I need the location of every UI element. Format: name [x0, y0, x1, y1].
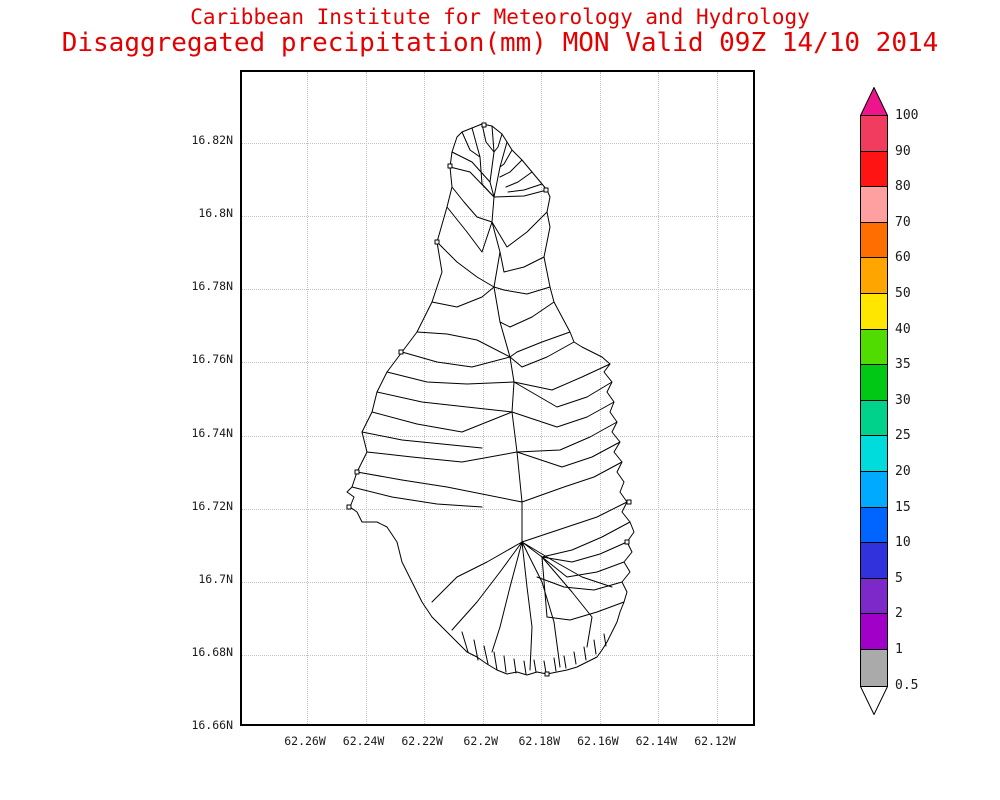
colorbar-tick-label: 2: [895, 606, 903, 622]
x-axis-tick-label: 62.12W: [694, 734, 736, 748]
colorbar-segment: [861, 258, 887, 294]
y-axis-tick-label: 16.72N: [191, 498, 233, 513]
vertical-gridline: [658, 72, 660, 724]
x-axis-tick-label: 62.14W: [635, 734, 678, 748]
title-line-2: Disaggregated precipitation(mm) MON Vali…: [61, 28, 939, 58]
x-axis-tick-label: 62.16W: [577, 734, 619, 748]
horizontal-gridline: [242, 654, 753, 656]
colorbar-tick-label: 10: [895, 535, 911, 551]
colorbar-tick-label: 70: [895, 214, 911, 230]
colorbar-segment: [861, 543, 887, 579]
vertical-gridline: [365, 72, 367, 724]
colorbar-segment: [861, 329, 887, 366]
colorbar-arrow-down: [860, 686, 888, 715]
colorbar-tick-label: 25: [895, 428, 911, 444]
colorbar-tick-label: 100: [895, 108, 919, 123]
montserrat-watershed-map: [346, 122, 635, 677]
watershed-west-lines: [351, 206, 523, 508]
colorbar-tick-label: 5: [895, 570, 903, 586]
y-axis-tick-label: 16.66N: [191, 718, 233, 733]
horizontal-gridline: [242, 581, 753, 583]
y-axis-tick-label: 16.78N: [191, 279, 233, 294]
vertical-gridline: [482, 72, 484, 724]
y-axis-tick-label: 16.76N: [191, 352, 233, 367]
colorbar-tick-label: 0.5: [895, 677, 919, 693]
y-axis-tick-label: 16.68N: [191, 644, 233, 659]
x-axis-tick-label: 62.2W: [463, 734, 499, 748]
vertical-gridline: [599, 72, 601, 724]
y-axis-tick-label: 16.8N: [198, 206, 233, 221]
horizontal-gridline: [242, 289, 753, 291]
colorbar-tick-label: 80: [895, 179, 911, 195]
map-plot-area: [240, 70, 755, 726]
colorbar-tick-label: 1: [895, 642, 903, 657]
colorbar-segment: [861, 614, 887, 650]
x-axis-tick-label: 62.22W: [401, 734, 443, 748]
colorbar-tick-label: 50: [895, 286, 911, 301]
horizontal-gridline: [242, 435, 753, 437]
colorbar-tick-label: 35: [895, 357, 911, 373]
colorbar-segment: [861, 649, 887, 686]
colorbar-segment: [861, 187, 887, 223]
colorbar-segment: [861, 578, 887, 615]
coastal-fringe-lines: [461, 631, 607, 675]
colorbar-segment: [861, 365, 887, 401]
colorbar-segment: [861, 471, 887, 508]
x-axis-tick-label: 62.18W: [518, 734, 561, 748]
colorbar-tick-label: 20: [895, 464, 911, 479]
colorbar-segment: [861, 116, 887, 152]
colorbar-arrow-up: [860, 87, 888, 116]
horizontal-gridline: [242, 362, 753, 364]
y-axis-tick-label: 16.74N: [191, 425, 233, 440]
colorbar-segment: [861, 400, 887, 437]
y-axis-tick-label: 16.82N: [191, 133, 233, 147]
watershed-north-lines: [449, 123, 575, 368]
horizontal-gridline: [242, 508, 753, 510]
colorbar-tick-label: 60: [895, 250, 911, 266]
horizontal-gridline: [242, 143, 753, 144]
watershed-east-lines: [511, 363, 631, 621]
y-axis-tick-label: 16.7N: [198, 571, 233, 586]
vertical-gridline: [424, 72, 426, 724]
island-outline: [346, 123, 635, 676]
colorbar: [860, 115, 888, 687]
title-line-1: Caribbean Institute for Meteorology and …: [190, 5, 810, 29]
watershed-ridge-line: [489, 125, 523, 543]
colorbar-segment: [861, 222, 887, 259]
colorbar-segment: [861, 507, 887, 544]
colorbar-segment: [861, 151, 887, 188]
vertical-gridline: [716, 72, 718, 724]
colorbar-tick-label: 40: [895, 321, 911, 337]
colorbar-tick-label: 90: [895, 143, 911, 159]
colorbar-tick-label: 15: [895, 499, 911, 515]
colorbar-tick-label: 30: [895, 392, 911, 408]
horizontal-gridline: [242, 216, 753, 218]
colorbar-segment: [861, 293, 887, 330]
colorbar-segment: [861, 436, 887, 472]
watershed-south-lines: [431, 541, 613, 671]
station-marker-squares: [346, 122, 632, 677]
x-axis-tick-label: 62.24W: [342, 734, 385, 748]
x-axis-tick-label: 62.26W: [284, 734, 326, 748]
vertical-gridline: [307, 72, 308, 724]
